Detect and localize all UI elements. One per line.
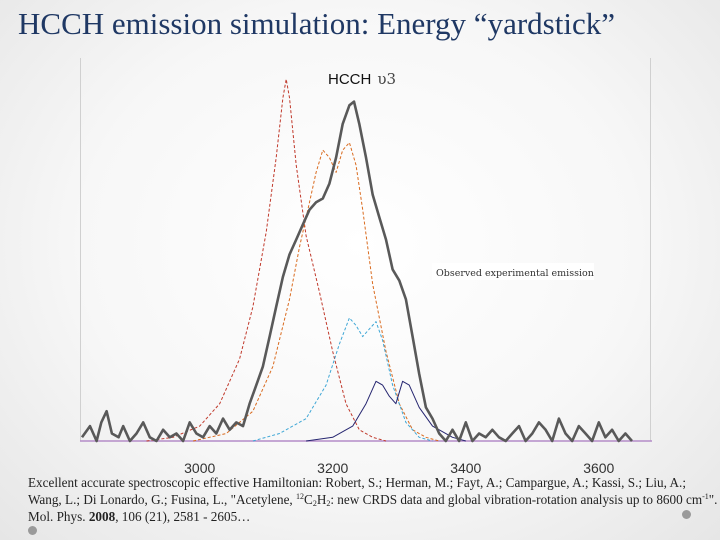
citation-part-2: : new CRDS data and global vibration-rot… [330, 492, 703, 507]
x-tick-label-3000: 3000 [184, 460, 215, 476]
series-layer [80, 78, 652, 443]
citation-carbon: C [304, 492, 313, 507]
x-tick-label-3200: 3200 [317, 460, 348, 476]
citation-wavenumber-unit: -1 [702, 492, 709, 501]
spectrum-chart: HCCH υ3 Observed experimental emission 30… [80, 58, 652, 476]
citation-part-1: Excellent accurate spectroscopic effecti… [28, 475, 687, 507]
citation-sub-2: 2 [326, 499, 331, 508]
bullet-left [28, 526, 37, 535]
slide-title: HCCH emission simulation: Energy “yardst… [18, 6, 615, 41]
series-line-band-b [192, 142, 440, 442]
citation-part-3: ". Mol. Phys. [28, 492, 718, 524]
chart-title-mode: υ3 [377, 70, 396, 88]
series-line-band-c [252, 317, 433, 442]
citation-year: 2008 [88, 509, 116, 524]
chart-svg: HCCH υ3 Observed experimental emission 30… [80, 58, 652, 476]
citation-part-4: , 106 (21), 2581 - 2605… [115, 509, 251, 524]
series-line-band-d [306, 380, 466, 442]
chart-title: HCCH υ3 [328, 70, 396, 88]
chart-annotation: Observed experimental emission [436, 268, 594, 279]
series-line-band-a [146, 78, 387, 442]
x-tick-label-3400: 3400 [450, 460, 481, 476]
chart-title-molecule: HCCH [328, 71, 371, 88]
series-line-observed-experimental-emission [80, 100, 633, 443]
citation-isotope: 12 [296, 492, 305, 501]
citation-sub-1: 2 [312, 499, 317, 508]
citation: Excellent accurate spectroscopic effecti… [28, 474, 718, 525]
annotation-box [432, 263, 594, 280]
x-tick-label-3600: 3600 [583, 460, 614, 476]
tick-layer: 3000 3200 3400 3600 [184, 460, 614, 476]
bullet-right [682, 510, 691, 519]
citation-hydrogen: H [316, 492, 327, 507]
